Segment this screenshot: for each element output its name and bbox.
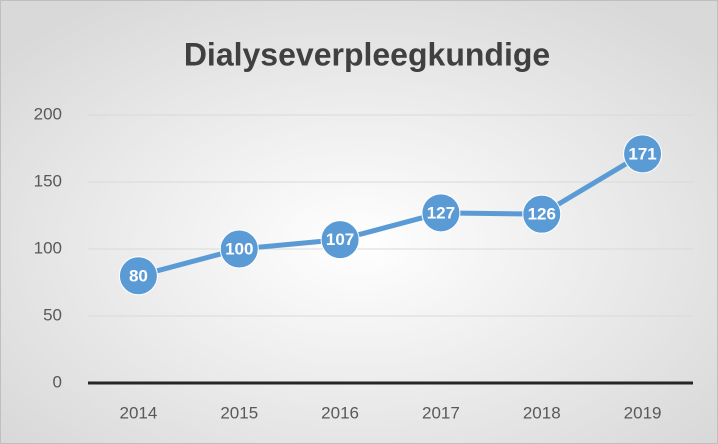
y-tick-label: 50	[43, 305, 62, 324]
data-point	[219, 229, 259, 269]
data-label: 127	[427, 203, 455, 222]
x-tick-label: 2014	[120, 403, 158, 422]
x-tick-label: 2015	[220, 403, 258, 422]
data-point	[118, 256, 158, 296]
x-tick-label: 2017	[422, 403, 460, 422]
x-tick-label: 2016	[321, 403, 359, 422]
data-label: 100	[225, 239, 253, 258]
y-tick-label: 200	[34, 104, 62, 123]
y-tick-label: 0	[53, 372, 62, 391]
x-tick-label: 2019	[624, 403, 662, 422]
y-tick-label: 150	[34, 171, 62, 190]
y-tick-label: 100	[34, 238, 62, 257]
chart-title: Dialyseverpleegkundige	[184, 36, 550, 72]
data-point	[320, 220, 360, 260]
data-label: 171	[628, 144, 656, 163]
x-tick-label: 2018	[523, 403, 561, 422]
data-label: 107	[326, 230, 354, 249]
data-point	[623, 134, 663, 174]
data-point	[421, 193, 461, 233]
data-label: 80	[129, 266, 148, 285]
data-label: 126	[528, 205, 556, 224]
data-point	[522, 194, 562, 234]
